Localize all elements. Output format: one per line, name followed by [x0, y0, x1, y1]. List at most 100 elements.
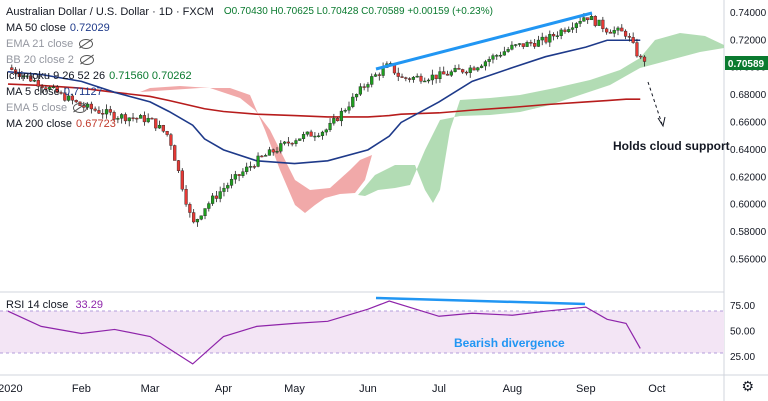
candle-body [483, 61, 487, 67]
candle-body [517, 43, 522, 45]
candle-body [548, 34, 552, 43]
candle-body [426, 79, 431, 82]
candle-body [608, 31, 613, 34]
candle-body [256, 155, 260, 167]
projection-arrowhead [657, 116, 666, 128]
hidden-eye-icon[interactable] [73, 103, 88, 113]
candle-body [116, 118, 120, 120]
candle-body [449, 71, 453, 76]
candle-body [612, 30, 616, 34]
candle-body [476, 67, 480, 71]
indicator-value: 0.71560 0.70262 [109, 69, 192, 82]
rsi-trendline[interactable] [375, 296, 586, 306]
time-tick-label: Apr [215, 383, 232, 395]
rsi-line [7, 300, 641, 365]
rsi-axis[interactable]: 75.00 50.00 25.00 [730, 301, 755, 363]
candle-body [176, 160, 181, 171]
candle-body [218, 191, 222, 199]
ma200-line [7, 83, 641, 118]
indicator-row[interactable]: Ichimoku 9 26 52 26 0.71560 0.70262 [6, 68, 493, 84]
candle-body [252, 166, 256, 168]
candle-body [506, 49, 510, 52]
hidden-eye-icon[interactable] [79, 39, 94, 49]
candle-body [180, 170, 184, 190]
candle-body [567, 29, 571, 32]
candle-body [339, 110, 344, 122]
candle-body [290, 142, 294, 145]
indicator-row[interactable]: MA 200 close 0.67723 [6, 116, 493, 132]
candle-body [597, 19, 601, 26]
candle-body [139, 115, 143, 119]
candle-body [97, 110, 101, 114]
candle-body [635, 42, 639, 57]
candle-body [396, 72, 400, 77]
candle-body [551, 34, 556, 37]
candle-body [154, 118, 158, 129]
ma50-line [7, 39, 641, 165]
candles [10, 12, 647, 227]
indicator-row[interactable]: EMA 21 close [6, 36, 493, 52]
indicator-name: MA 200 close [6, 117, 73, 130]
candle-body [582, 17, 586, 22]
candle-body [127, 117, 131, 122]
candle-body [70, 95, 75, 101]
candle-body [631, 37, 635, 43]
candle-body [574, 23, 578, 28]
time-tick-label: Jun [359, 383, 377, 395]
last-price-value: 0.70589 [728, 59, 765, 70]
rsi-legend[interactable]: RSI 14 close 33.29 [6, 299, 103, 311]
symbol-header[interactable]: Australian Dollar / U.S. Dollar · 1D · F… [6, 4, 493, 20]
candle-body [74, 100, 78, 103]
candle-body [377, 74, 381, 76]
candle-body [605, 28, 609, 33]
candle-body [404, 77, 408, 79]
candle-body [445, 73, 450, 76]
candle-body [559, 29, 563, 36]
indicator-row[interactable]: MA 5 close 0.71127 [6, 84, 493, 100]
indicator-row[interactable]: BB 20 close 2 [6, 52, 493, 68]
time-axis[interactable]: 2020 Feb Mar Apr May Jun Jul Aug Sep Oct [0, 383, 665, 395]
indicator-row[interactable]: EMA 5 close [6, 100, 493, 116]
candle-body [51, 86, 56, 89]
candle-body [25, 75, 29, 77]
candle-body [536, 39, 541, 47]
candle-body [286, 141, 290, 144]
candle-body [464, 71, 469, 74]
candle-body [620, 27, 624, 32]
candle-body [498, 54, 503, 57]
candle-body [623, 30, 628, 37]
candle-body [578, 21, 582, 24]
candle-body [336, 118, 340, 122]
time-tick-label: Mar [141, 383, 160, 395]
time-tick-label: Oct [648, 383, 665, 395]
indicator-name: EMA 21 close [6, 37, 74, 50]
hidden-eye-icon[interactable] [79, 55, 94, 65]
price-tick-label: 0.56000 [730, 254, 767, 265]
candle-body [423, 80, 427, 83]
upper-trendline[interactable] [375, 11, 593, 71]
candle-body [67, 95, 71, 101]
candle-body [430, 74, 434, 81]
time-tick-label: Sep [576, 383, 596, 395]
gear-icon[interactable]: ⚙ [741, 378, 754, 394]
rsi-band [0, 311, 724, 353]
candle-body [214, 195, 218, 199]
rsi-value: 33.29 [75, 299, 103, 311]
candle-body [324, 129, 328, 133]
candle-body [248, 166, 253, 168]
indicator-row[interactable]: MA 50 close 0.72029 [6, 20, 493, 36]
candle-body [279, 143, 283, 152]
candle-body [101, 113, 105, 115]
candle-body [40, 86, 44, 88]
candle-body [267, 149, 272, 156]
candle-body [48, 87, 52, 90]
candle-body [150, 117, 154, 120]
candle-body [10, 67, 14, 70]
candle-body [438, 71, 442, 80]
candle-body [294, 140, 298, 144]
candle-body [442, 71, 446, 75]
candle-body [89, 103, 93, 110]
candle-body [362, 86, 366, 88]
candle-body [146, 117, 150, 123]
